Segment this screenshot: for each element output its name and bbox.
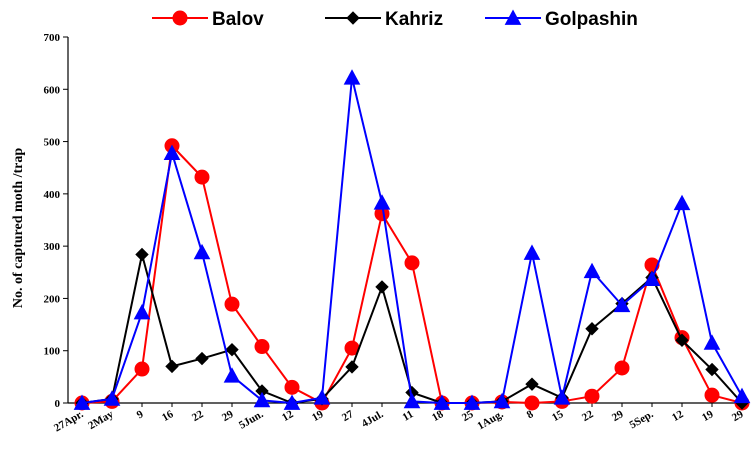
data-point-golpashin [313,389,331,405]
legend-item-kahriz: Kahriz [325,9,443,30]
y-tick-label: 0 [55,398,61,410]
x-tick-label: 22 [580,408,596,424]
x-tick-label: 16 [160,408,176,424]
data-point-golpashin [673,194,691,211]
data-point-golpashin [73,394,91,410]
data-point-golpashin [163,144,181,160]
data-point-golpashin [553,389,571,405]
legend-item-balov: Balov [152,9,264,30]
x-tick-label: 27Apr. [52,408,86,434]
x-tick-label: 5Sep. [628,408,656,431]
data-point-golpashin [583,262,601,279]
x-tick-label: 27 [340,408,356,424]
data-point-kahriz [585,322,599,336]
data-point-balov [284,379,300,395]
data-point-golpashin [193,243,211,260]
x-tick-label: 4Jul. [360,408,386,430]
legend-marker [504,9,522,25]
x-tick-label: 15 [550,408,566,424]
data-point-balov [584,388,600,404]
series-group [73,69,751,411]
y-tick-label: 700 [44,32,61,44]
legend: Balov Kahriz Golpashin [152,9,638,30]
x-tick-label: 22 [190,408,206,424]
legend-marker [172,10,188,26]
data-point-balov [194,169,210,185]
series-line-kahriz [81,254,743,405]
data-point-golpashin [223,367,241,383]
x-tick-label: 25 [460,408,476,424]
data-point-golpashin [403,392,421,409]
data-point-golpashin [493,392,511,409]
data-point-golpashin [733,387,751,404]
x-tick-label: 19 [700,408,716,424]
x-axis-ticks: 27Apr. 2May 9 16 22 29 5Jun. 12 19 27 4Jul. 11 18 25 1… [52,403,746,434]
data-point-golpashin [463,394,481,410]
x-tick-label: 1Aug. [475,408,505,432]
data-point-kahriz [225,342,239,357]
data-point-golpashin [433,394,451,410]
series-kahriz [75,247,749,410]
x-tick-label: 29 [730,408,746,424]
x-tick-label: 19 [310,408,326,424]
legend-item-golpashin: Golpashin [485,9,638,30]
series-balov [74,138,750,411]
legend-label: Balov [212,9,264,30]
x-tick-label: 12 [670,408,686,424]
data-point-golpashin [253,391,271,408]
y-tick-label: 200 [44,293,61,305]
x-tick-label: 12 [280,408,296,424]
data-point-kahriz [135,247,149,262]
data-point-kahriz [345,360,359,374]
series-line-golpashin [81,77,743,405]
y-tick-label: 400 [44,189,61,201]
y-axis-title: No. of captured moth /trap [11,148,26,309]
data-point-kahriz [675,333,689,347]
y-tick-label: 600 [44,84,61,96]
data-point-balov [524,395,540,411]
data-point-kahriz [165,359,179,374]
data-point-golpashin [373,194,391,210]
data-point-golpashin [283,394,301,410]
data-point-balov [224,296,240,312]
data-point-golpashin [343,69,361,85]
data-point-golpashin [133,303,151,320]
x-tick-label: 9 [135,408,146,421]
x-tick-label: 29 [610,408,626,424]
data-point-balov [704,387,720,403]
data-point-golpashin [613,296,631,313]
data-point-golpashin [103,390,121,406]
series-golpashin [73,69,751,410]
x-tick-label: 2May [86,408,116,432]
y-tick-label: 500 [44,137,61,149]
y-tick-label: 100 [44,346,61,358]
legend-label: Kahriz [385,9,443,30]
data-point-balov [404,255,420,271]
x-tick-label: 11 [400,408,415,424]
data-point-balov [254,339,270,355]
data-point-golpashin [523,244,541,260]
legend-marker [346,11,360,25]
y-tick-label: 300 [44,241,61,253]
data-point-balov [614,360,630,376]
data-point-golpashin [643,270,661,286]
data-point-kahriz [525,377,539,391]
data-point-kahriz [195,351,209,366]
y-axis-ticks: 0 100 200 300 400 500 600 700 [44,32,68,410]
x-tick-label: 29 [220,408,236,424]
x-tick-label: 8 [525,408,536,421]
data-point-kahriz [705,362,719,377]
data-point-golpashin [703,334,721,350]
legend-label: Golpashin [545,9,638,30]
data-point-kahriz [375,280,389,294]
data-point-balov [134,361,150,377]
x-tick-label: 5Jun. [237,408,266,432]
x-tick-label: 18 [430,408,446,424]
